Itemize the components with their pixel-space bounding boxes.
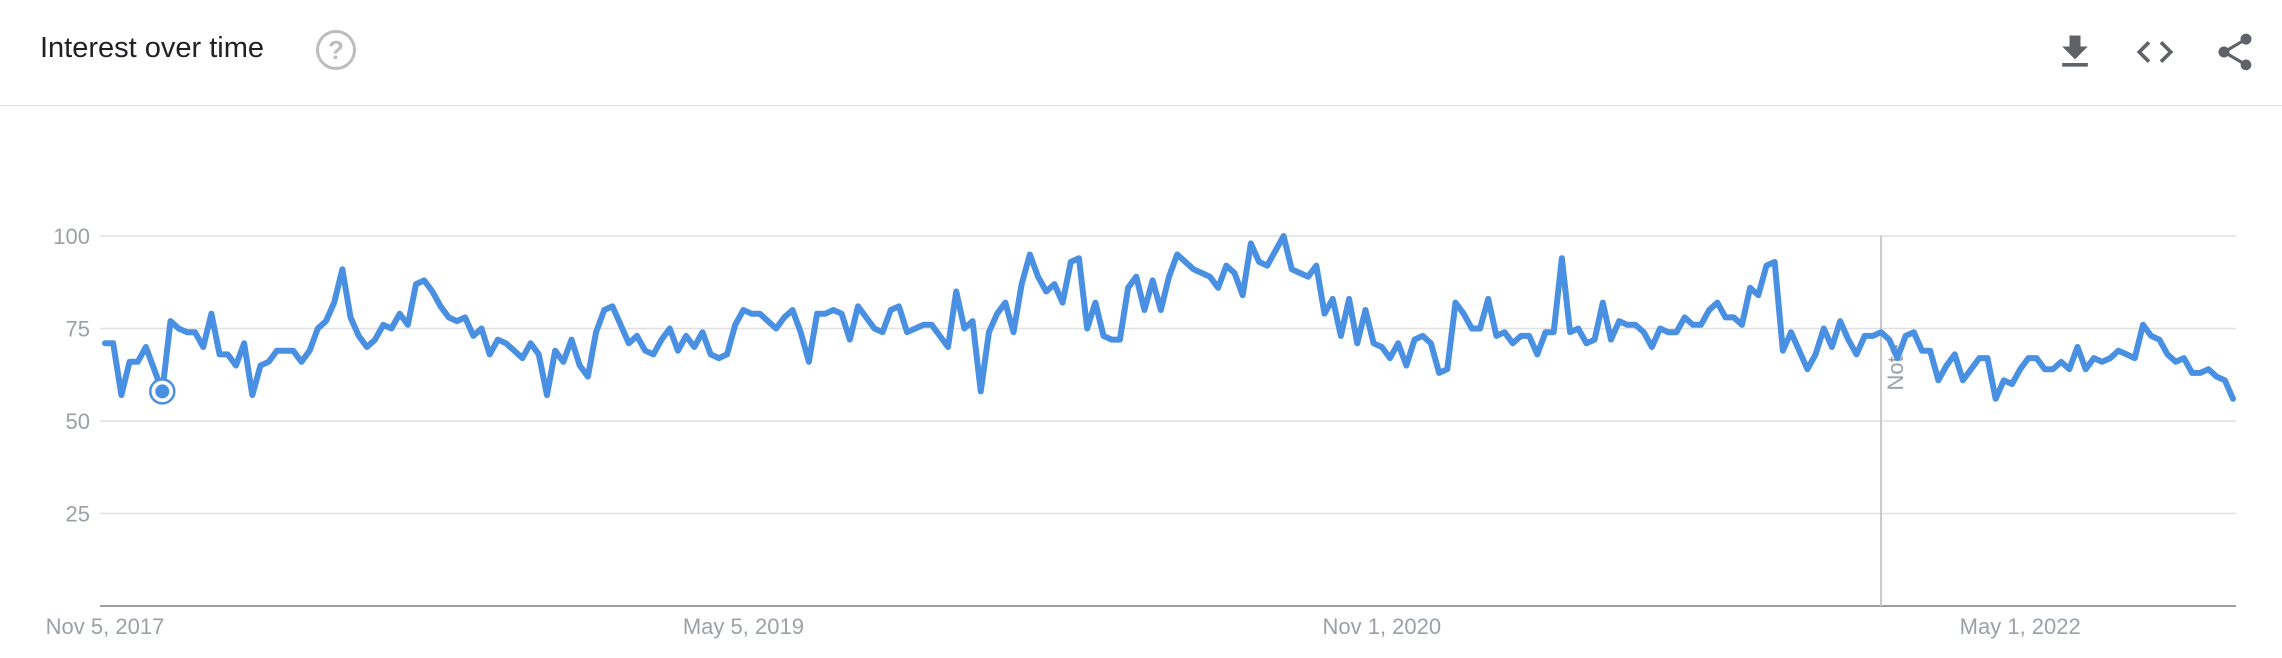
help-icon[interactable]: ? — [316, 30, 356, 70]
chart-title: Interest over time — [40, 32, 264, 65]
download-icon[interactable] — [2053, 30, 2097, 74]
download-icon-glyph — [2053, 30, 2097, 74]
embed-code-icon[interactable] — [2133, 30, 2177, 74]
y-tick-label: 75 — [66, 317, 90, 342]
chart-header: Interest over time ? — [0, 0, 2282, 106]
y-tick-label: 25 — [66, 502, 90, 527]
x-tick-label: May 1, 2022 — [1960, 614, 2081, 639]
x-tick-label: Nov 5, 2017 — [46, 614, 165, 639]
x-tick-label: May 5, 2019 — [683, 614, 804, 639]
embed-code-icon-glyph — [2133, 30, 2177, 74]
y-tick-label: 50 — [66, 409, 90, 434]
series-line — [105, 236, 2233, 399]
x-tick-label: Nov 1, 2020 — [1322, 614, 1441, 639]
highlight-point[interactable] — [155, 384, 169, 398]
share-icon[interactable] — [2213, 30, 2257, 74]
share-icon-glyph — [2213, 30, 2257, 74]
y-tick-label: 100 — [53, 224, 90, 249]
